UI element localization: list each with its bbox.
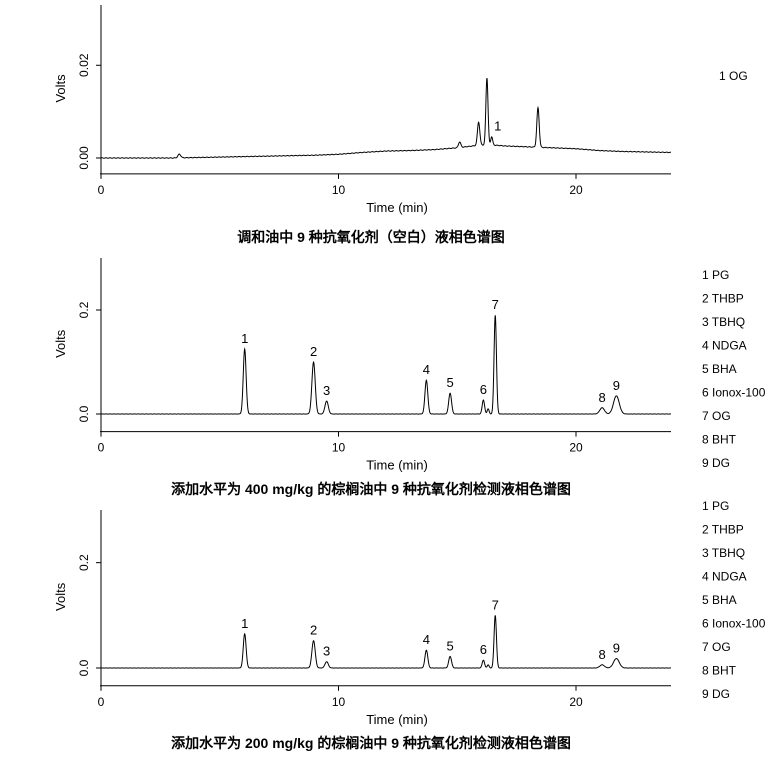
legend-entry: 8 BHT [702,664,737,678]
x-tick-label: 10 [332,441,346,455]
y-tick-label: 0.2 [77,554,91,571]
x-tick-label: 20 [569,695,583,709]
chromatogram-trace [100,315,672,415]
x-axis-label: Time (min) [366,712,428,727]
x-axis-label: Time (min) [366,200,428,215]
peak-label: 2 [310,623,317,638]
peak-label: 3 [323,383,330,398]
legend-entry: 1 PG [702,268,729,282]
legend-entry: 1 PG [702,499,729,513]
peak-label: 1 [241,616,248,631]
chromatogram-trace [100,77,672,159]
legend-entry: 7 OG [702,640,731,654]
x-tick-label: 0 [98,441,105,455]
peak-label: 9 [613,641,620,656]
peak-label: 5 [447,638,454,653]
peak-label: 6 [480,382,487,397]
legend-entry: 5 BHA [702,362,737,376]
y-axis-label: Volts [53,74,68,103]
peak-label: 8 [599,390,606,405]
chart-caption: 调和油中 9 种抗氧化剂（空白）液相色谱图 [237,229,505,245]
peak-label: 7 [492,297,499,312]
peak-label: 3 [323,644,330,659]
peak-label: 5 [447,375,454,390]
legend-entry: 6 Ionox-100 [702,386,766,400]
y-tick-label: 0.2 [77,301,91,318]
legend-entry: 2 THBP [702,523,744,537]
legend-entry: 4 NDGA [702,339,747,353]
x-tick-label: 0 [98,183,105,197]
legend-entry: 8 BHT [702,433,737,447]
legend-entry: 3 TBHQ [702,546,745,560]
legend-entry: 9 DG [702,687,730,701]
legend-entry: 6 Ionox-100 [702,617,766,631]
x-tick-label: 10 [332,695,346,709]
y-tick-label: 0.02 [77,53,91,77]
peak-label: 9 [613,378,620,393]
peak-label: 6 [480,642,487,657]
peak-label: 1 [241,331,248,346]
chart-caption: 添加水平为 200 mg/kg 的棕榈油中 9 种抗氧化剂检测液相色谱图 [171,735,571,751]
y-axis-label: Volts [53,582,68,611]
x-tick-label: 20 [569,441,583,455]
y-tick-label: 0.00 [77,146,91,170]
legend-entry: 3 TBHQ [702,315,745,329]
peak-label: 4 [423,362,430,377]
x-tick-label: 20 [569,183,583,197]
chart-caption: 添加水平为 400 mg/kg 的棕榈油中 9 种抗氧化剂检测液相色谱图 [171,481,571,497]
peak-label: 8 [599,647,606,662]
y-tick-label: 0.0 [77,405,91,422]
x-tick-label: 10 [332,183,346,197]
peak-label: 1 [494,119,501,134]
legend-entry: 9 DG [702,456,730,470]
legend-entry: 1 OG [719,69,748,83]
legend-entry: 4 NDGA [702,570,747,584]
peak-label: 4 [423,632,430,647]
x-tick-label: 0 [98,695,105,709]
peak-label: 7 [492,597,499,612]
peak-label: 2 [310,344,317,359]
legend-entry: 2 THBP [702,292,744,306]
y-axis-label: Volts [53,329,68,358]
y-tick-label: 0.0 [77,659,91,676]
legend-entry: 7 OG [702,409,731,423]
legend-entry: 5 BHA [702,593,737,607]
chromatogram-trace [100,615,672,669]
x-axis-label: Time (min) [366,458,428,473]
